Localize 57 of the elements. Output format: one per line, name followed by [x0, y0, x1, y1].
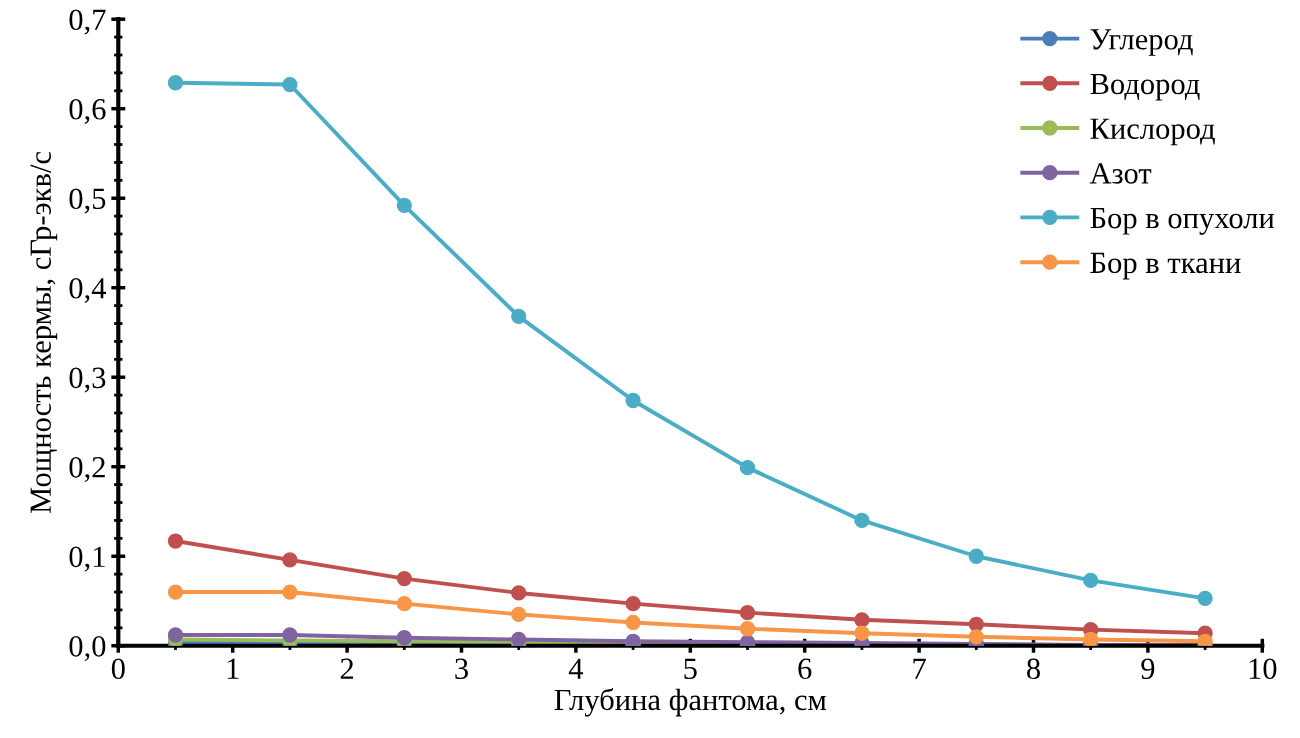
x-tick-label: 3 — [455, 658, 468, 680]
point — [625, 614, 641, 631]
point — [854, 625, 870, 641]
point — [968, 616, 984, 632]
y-tick-label: 0,0 — [69, 636, 106, 662]
y-tick-label: 0,5 — [69, 188, 106, 214]
point — [396, 197, 412, 214]
point — [1083, 631, 1099, 646]
point — [282, 552, 298, 568]
x-tick-label: 0 — [111, 658, 125, 680]
legend-label: Бор в опухоли — [1090, 208, 1275, 235]
y-tick-label: 0,3 — [69, 367, 106, 393]
x-tick-label: 10 — [1249, 658, 1277, 680]
point — [511, 308, 527, 324]
point — [739, 621, 756, 637]
legend-label: Азот — [1089, 163, 1152, 184]
x-tick-label: 7 — [913, 658, 926, 679]
y-tick-label: 0,7 — [69, 9, 106, 35]
point — [167, 584, 184, 600]
y-tick-label: 0,2 — [69, 457, 105, 483]
point — [625, 596, 641, 612]
point — [282, 76, 298, 93]
point — [854, 512, 870, 529]
point — [511, 606, 527, 623]
point — [167, 627, 184, 643]
point — [625, 392, 641, 409]
point — [739, 459, 756, 476]
point — [167, 75, 184, 91]
legend-label: Бор в ткани — [1090, 252, 1241, 280]
y-tick-label: 0,1 — [69, 546, 105, 572]
x-tick-label: 6 — [798, 658, 812, 680]
y-axis-title: Мощность кермы, сГр-экв/с — [30, 151, 58, 514]
x-tick-label: 9 — [1141, 658, 1155, 680]
legend-label: Углерод — [1090, 29, 1193, 56]
point — [282, 627, 298, 643]
x-tick-label: 4 — [568, 658, 584, 679]
point — [968, 548, 984, 564]
point — [1083, 572, 1099, 589]
point — [968, 629, 984, 645]
y-tick-label: 0,6 — [69, 98, 106, 124]
x-tick-label: 2 — [340, 658, 354, 679]
x-tick-label: 1 — [227, 658, 239, 679]
x-tick-label: 8 — [1027, 658, 1040, 680]
point — [854, 612, 870, 628]
point — [511, 585, 527, 601]
point — [396, 570, 412, 587]
x-axis-title: Глубина фантома, см — [554, 688, 827, 717]
x-tick-label: 5 — [684, 658, 697, 680]
y-tick-label: 0,4 — [69, 278, 107, 304]
point — [739, 604, 756, 621]
legend-label: Кислород — [1090, 118, 1215, 146]
point — [396, 596, 412, 612]
point — [282, 584, 298, 600]
point — [167, 533, 184, 549]
point — [1197, 633, 1213, 646]
legend-label: Водород — [1090, 73, 1200, 101]
point — [1197, 590, 1213, 606]
